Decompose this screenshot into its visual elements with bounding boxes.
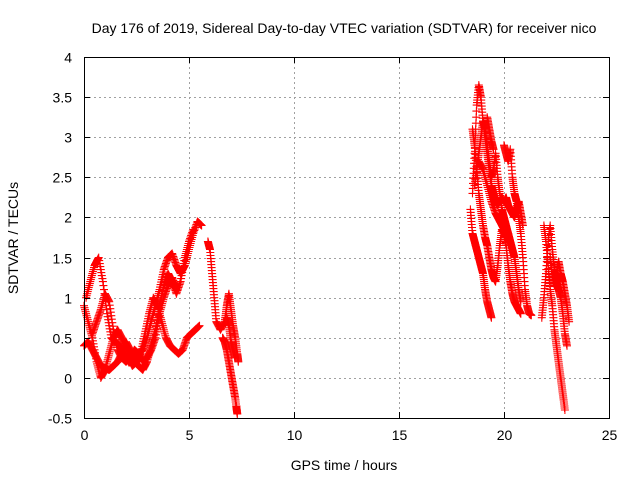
data-point	[231, 353, 240, 362]
axis-ticks: 0 5 10 15 20 25 -0.5 0 0.5 1 1.5 2 2.5 3 3.5 4	[48, 50, 618, 444]
y-tick-label: 3.5	[53, 90, 73, 106]
y-tick-label: -0.5	[48, 411, 72, 427]
y-tick-label: 3	[64, 130, 72, 146]
data-point	[84, 283, 93, 292]
y-tick-label: 2.5	[53, 170, 73, 186]
data-point	[197, 221, 206, 230]
data-point	[527, 311, 536, 320]
y-tick-label: 1	[64, 291, 72, 307]
data-point	[88, 267, 97, 276]
x-tick-label: 15	[392, 427, 408, 443]
x-tick-label: 20	[497, 427, 513, 443]
data-point	[565, 317, 574, 326]
data-point	[486, 193, 495, 202]
plot-frame	[84, 57, 610, 419]
data-point	[482, 177, 491, 186]
y-tick-label: 0	[64, 371, 72, 387]
x-tick-label: 5	[186, 427, 194, 443]
data-point	[87, 273, 96, 282]
data-point	[183, 241, 192, 250]
data-point	[84, 319, 93, 328]
data-point	[504, 229, 513, 238]
x-axis-label: GPS time / hours	[291, 457, 398, 473]
x-tick-label: 10	[287, 427, 303, 443]
data-point	[172, 285, 181, 294]
data-point	[160, 329, 169, 338]
data-point	[156, 305, 165, 314]
chart-title: Day 176 of 2019, Sidereal Day-to-day VTE…	[92, 20, 597, 36]
data-point	[477, 163, 486, 172]
y-tick-label: 1.5	[53, 251, 73, 267]
data-point	[479, 167, 488, 176]
data-marks	[80, 81, 574, 418]
data-point	[93, 359, 102, 368]
data-point	[563, 341, 571, 350]
data-point	[483, 183, 492, 192]
data-point	[105, 347, 114, 356]
data-point	[516, 309, 525, 318]
data-point	[489, 145, 498, 154]
data-point	[195, 321, 204, 330]
data-point	[145, 307, 154, 316]
data-point	[97, 301, 106, 310]
data-point	[560, 406, 569, 414]
y-tick-label: 0.5	[53, 331, 73, 347]
data-point	[487, 313, 496, 322]
x-tick-label: 25	[602, 427, 618, 443]
data-point	[181, 249, 190, 258]
y-tick-label: 4	[64, 50, 72, 66]
data-point	[158, 299, 167, 308]
data-point	[108, 318, 117, 327]
data-point	[99, 281, 108, 290]
y-axis-label: SDTVAR / TECUs	[5, 182, 21, 294]
data-point	[103, 355, 112, 364]
grid	[84, 57, 609, 418]
data-point	[82, 311, 91, 320]
x-tick-label: 0	[81, 427, 89, 443]
y-tick-label: 2	[64, 210, 72, 226]
data-point	[102, 361, 110, 370]
data-point	[105, 301, 114, 310]
data-point	[232, 402, 241, 410]
data-point	[189, 225, 198, 234]
